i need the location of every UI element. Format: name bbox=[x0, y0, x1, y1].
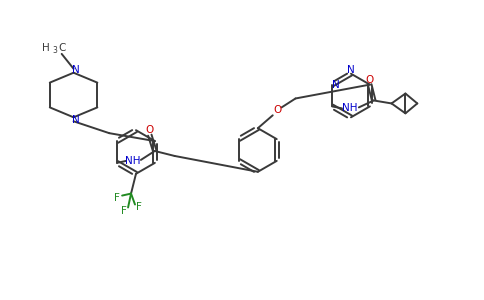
Text: N: N bbox=[347, 65, 355, 75]
Text: NH: NH bbox=[125, 156, 141, 166]
Text: NH: NH bbox=[342, 103, 358, 113]
Text: H: H bbox=[42, 43, 50, 53]
Text: O: O bbox=[365, 75, 374, 85]
Text: N: N bbox=[72, 115, 79, 125]
Text: F: F bbox=[136, 202, 142, 212]
Text: O: O bbox=[273, 105, 282, 116]
Text: N: N bbox=[332, 80, 340, 90]
Text: C: C bbox=[59, 43, 66, 53]
Text: F: F bbox=[121, 206, 127, 216]
Text: O: O bbox=[146, 125, 154, 135]
Text: 3: 3 bbox=[53, 46, 58, 56]
Text: N: N bbox=[72, 65, 79, 75]
Text: F: F bbox=[114, 193, 120, 202]
